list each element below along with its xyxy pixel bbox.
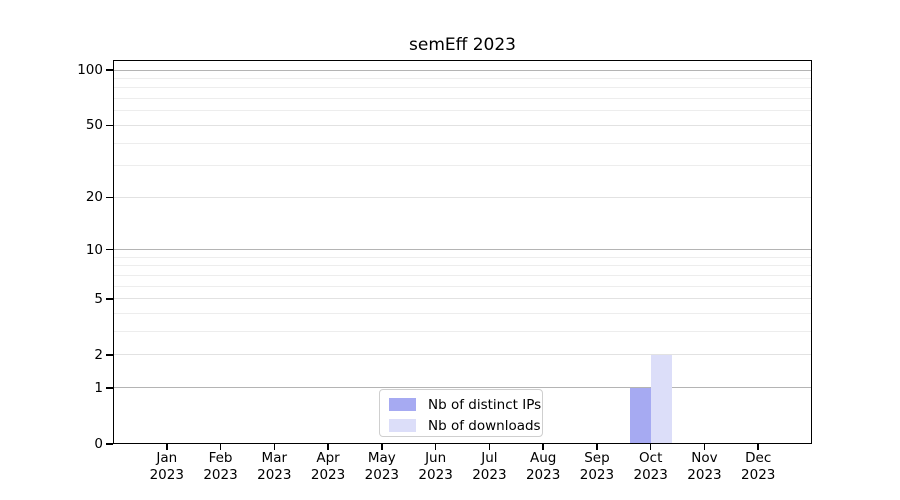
y-tick-mark — [106, 248, 113, 251]
x-tick-year: 2023 — [310, 467, 346, 483]
x-tick-year: 2023 — [418, 467, 453, 483]
x-tick-month: Aug — [529, 450, 557, 466]
chart-title: semEff 2023 — [409, 35, 516, 55]
x-tick-mark — [219, 444, 222, 450]
minor-gridline — [113, 285, 812, 287]
x-tick-mark — [273, 444, 276, 450]
x-tick-mark — [649, 444, 652, 450]
x-tick-label: Dec 2023 — [728, 450, 788, 484]
x-tick-year: 2023 — [472, 467, 507, 483]
x-tick-year: 2023 — [741, 467, 776, 483]
x-tick-mark — [434, 444, 437, 450]
minor-gridline — [113, 313, 812, 315]
y-tick-mark — [106, 298, 113, 300]
major-gridline — [113, 124, 812, 126]
y-tick-label: 5 — [94, 290, 103, 307]
x-tick-year: 2023 — [687, 467, 722, 483]
y-tick-label: 2 — [94, 346, 103, 363]
major-gridline — [113, 298, 812, 300]
x-tick-label: Apr 2023 — [298, 450, 358, 484]
x-tick-year: 2023 — [364, 467, 400, 483]
x-tick-mark — [488, 444, 491, 450]
major-gridline — [113, 196, 812, 198]
y-tick-mark — [106, 354, 113, 356]
y-tick-mark — [106, 124, 113, 127]
minor-gridline — [113, 142, 812, 144]
x-tick-month: Sep — [584, 450, 610, 466]
x-tick-month: Oct — [639, 450, 663, 466]
x-tick-label: Aug 2023 — [513, 450, 573, 484]
x-tick-label: Feb 2023 — [191, 450, 251, 484]
x-tick-month: Jun — [425, 450, 447, 466]
legend-item-distinct-ips: Nb of distinct IPs — [389, 397, 541, 413]
minor-gridline — [113, 77, 812, 79]
x-tick-label: Jul 2023 — [459, 450, 519, 484]
legend: Nb of distinct IPs Nb of downloads — [379, 389, 543, 437]
x-tick-month: Feb — [208, 450, 233, 466]
x-tick-month: Jan — [156, 450, 178, 466]
minor-gridline — [113, 265, 812, 267]
x-tick-year: 2023 — [525, 467, 561, 483]
x-tick-year: 2023 — [257, 467, 292, 483]
legend-label-downloads: Nb of downloads — [428, 417, 541, 434]
major-gridline — [113, 354, 812, 356]
x-tick-mark — [327, 444, 329, 450]
x-tick-year: 2023 — [203, 467, 238, 483]
legend-label-distinct-ips: Nb of distinct IPs — [428, 396, 542, 413]
x-tick-mark — [542, 444, 544, 450]
x-tick-month: Apr — [316, 450, 340, 466]
x-tick-year: 2023 — [149, 467, 184, 483]
x-tick-year: 2023 — [633, 467, 668, 483]
x-tick-label: Nov 2023 — [674, 450, 734, 484]
x-tick-month: Nov — [691, 450, 718, 466]
x-tick-month: Mar — [261, 450, 288, 466]
bar-series-0 — [629, 387, 651, 444]
y-tick-label: 50 — [85, 117, 103, 134]
minor-gridline — [113, 98, 812, 100]
legend-swatch-downloads — [389, 419, 416, 432]
x-tick-label: Oct 2023 — [621, 450, 681, 484]
minor-gridline — [113, 87, 812, 89]
minor-gridline — [113, 256, 812, 258]
x-tick-label: Mar 2023 — [244, 450, 304, 484]
y-tick-label: 10 — [85, 241, 103, 258]
minor-gridline — [113, 110, 812, 112]
x-tick-mark — [757, 444, 759, 450]
major-gridline — [113, 249, 812, 251]
minor-gridline — [113, 331, 812, 333]
x-tick-mark — [596, 444, 598, 450]
y-tick-label: 100 — [77, 62, 103, 78]
x-tick-label: Jan 2023 — [137, 450, 197, 484]
x-tick-month: Dec — [745, 450, 772, 466]
x-tick-mark — [166, 444, 168, 450]
y-tick-label: 20 — [85, 189, 103, 206]
legend-swatch-distinct-ips — [389, 398, 416, 411]
bar-series-1 — [650, 354, 672, 444]
y-tick-mark — [106, 69, 113, 71]
y-tick-label: 1 — [94, 379, 103, 396]
x-tick-mark — [381, 444, 383, 450]
plot-area — [113, 60, 812, 444]
x-tick-label: Jun 2023 — [406, 450, 466, 484]
x-tick-month: Jul — [481, 450, 498, 466]
x-tick-label: May 2023 — [352, 450, 412, 484]
major-gridline — [113, 69, 812, 71]
x-tick-year: 2023 — [579, 467, 615, 483]
minor-gridline — [113, 165, 812, 167]
x-tick-mark — [703, 444, 706, 450]
x-tick-label: Sep 2023 — [567, 450, 627, 484]
major-gridline — [113, 387, 812, 389]
legend-item-downloads: Nb of downloads — [389, 418, 541, 434]
y-tick-mark — [106, 443, 113, 445]
x-tick-month: May — [367, 450, 396, 466]
y-tick-label: 0 — [94, 436, 103, 452]
y-tick-mark — [106, 196, 113, 199]
minor-gridline — [113, 274, 812, 276]
y-tick-mark — [106, 387, 113, 389]
